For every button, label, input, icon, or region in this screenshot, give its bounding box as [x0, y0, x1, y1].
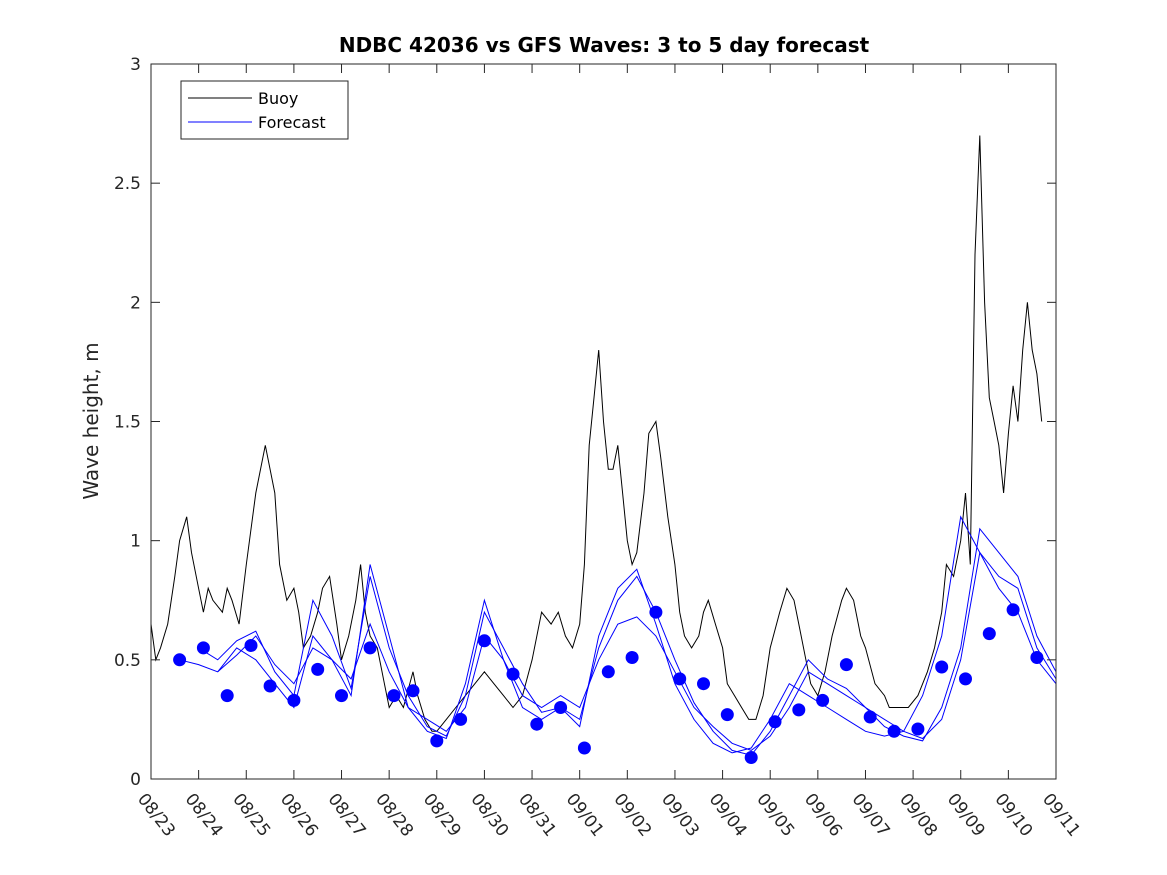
x-tick-label: 09/09 [943, 790, 989, 841]
buoy-series-layer [151, 135, 1043, 732]
forecast-point [530, 717, 544, 731]
x-tick-label: 09/05 [752, 790, 798, 841]
forecast-point [220, 689, 234, 703]
forecast-point [959, 672, 972, 686]
forecast-point [554, 701, 568, 714]
forecast-point [935, 660, 949, 674]
y-axis-label: Wave height, m [79, 342, 103, 499]
x-tick-label: 08/28 [371, 790, 417, 841]
x-tick-label: 08/23 [133, 790, 179, 841]
x-tick-label: 09/03 [657, 790, 703, 841]
x-tick-label: 08/25 [228, 790, 274, 841]
forecast-point [673, 672, 687, 686]
forecast-point [196, 641, 210, 655]
x-tick-label: 09/11 [1038, 790, 1084, 841]
y-tick-label: 1 [130, 532, 141, 552]
x-tick-label: 08/24 [181, 790, 227, 841]
forecast-point [454, 712, 468, 726]
forecast-point [768, 715, 782, 729]
forecast-point [430, 734, 444, 748]
forecast-series-line-3 [217, 515, 1056, 754]
forecast-point [477, 634, 491, 648]
forecast-point [335, 689, 348, 703]
forecast-point [244, 639, 258, 652]
forecast-point [1030, 651, 1044, 664]
y-tick-label: 0.5 [114, 651, 141, 671]
y-tick-label: 2 [130, 293, 141, 313]
forecast-point [792, 703, 806, 717]
x-tick-label: 08/29 [419, 790, 465, 841]
forecast-point [816, 693, 830, 707]
x-tick-label: 08/30 [466, 790, 512, 841]
x-tick-label: 09/06 [800, 790, 846, 841]
legend: Buoy Forecast [180, 80, 349, 140]
forecast-point [720, 708, 734, 722]
forecast-point [287, 693, 301, 707]
y-tick-label: 0 [130, 770, 141, 790]
forecast-point [173, 653, 187, 667]
legend-box [180, 80, 349, 140]
forecast-point [387, 689, 401, 703]
x-tick-label: 09/04 [705, 790, 751, 841]
x-tick-label: 09/02 [609, 790, 655, 841]
forecast-point [506, 667, 520, 681]
forecast-point [839, 658, 853, 672]
y-tick-label: 3 [130, 55, 141, 75]
forecast-point [577, 741, 591, 755]
x-tick-label: 09/10 [990, 790, 1036, 841]
forecast-point [744, 751, 758, 764]
legend-buoy-label: Buoy [258, 89, 298, 108]
x-tick-label: 09/01 [562, 790, 608, 841]
x-tick-label: 08/27 [324, 790, 370, 841]
forecast-series-line-1 [179, 551, 1056, 751]
forecast-series-layer [179, 515, 1056, 756]
forecast-point [863, 710, 877, 724]
forecast-point [649, 605, 663, 619]
forecast-point [406, 684, 420, 698]
forecast-point [982, 627, 996, 641]
x-tick-label: 08/26 [276, 790, 322, 841]
buoy-series-line [151, 135, 1043, 732]
forecast-series-line-2 [198, 527, 1056, 756]
forecast-point [911, 722, 925, 736]
forecast-point [311, 662, 325, 676]
x-tick-label: 08/31 [514, 790, 560, 841]
forecast-dots-layer [173, 603, 1044, 764]
forecast-point [1006, 603, 1020, 617]
y-tick-label: 1.5 [114, 413, 141, 433]
chart-title: NDBC 42036 vs GFS Waves: 3 to 5 day fore… [339, 33, 870, 57]
x-tick-label: 09/08 [895, 790, 941, 841]
y-tick-label: 2.5 [114, 174, 141, 194]
forecast-point [697, 677, 710, 691]
forecast-point [263, 679, 277, 693]
forecast-point [625, 651, 639, 664]
forecast-point [363, 641, 377, 655]
legend-forecast-label: Forecast [258, 113, 326, 132]
forecast-point [887, 724, 901, 738]
x-tick-label: 09/07 [848, 790, 894, 841]
forecast-point [601, 665, 615, 679]
